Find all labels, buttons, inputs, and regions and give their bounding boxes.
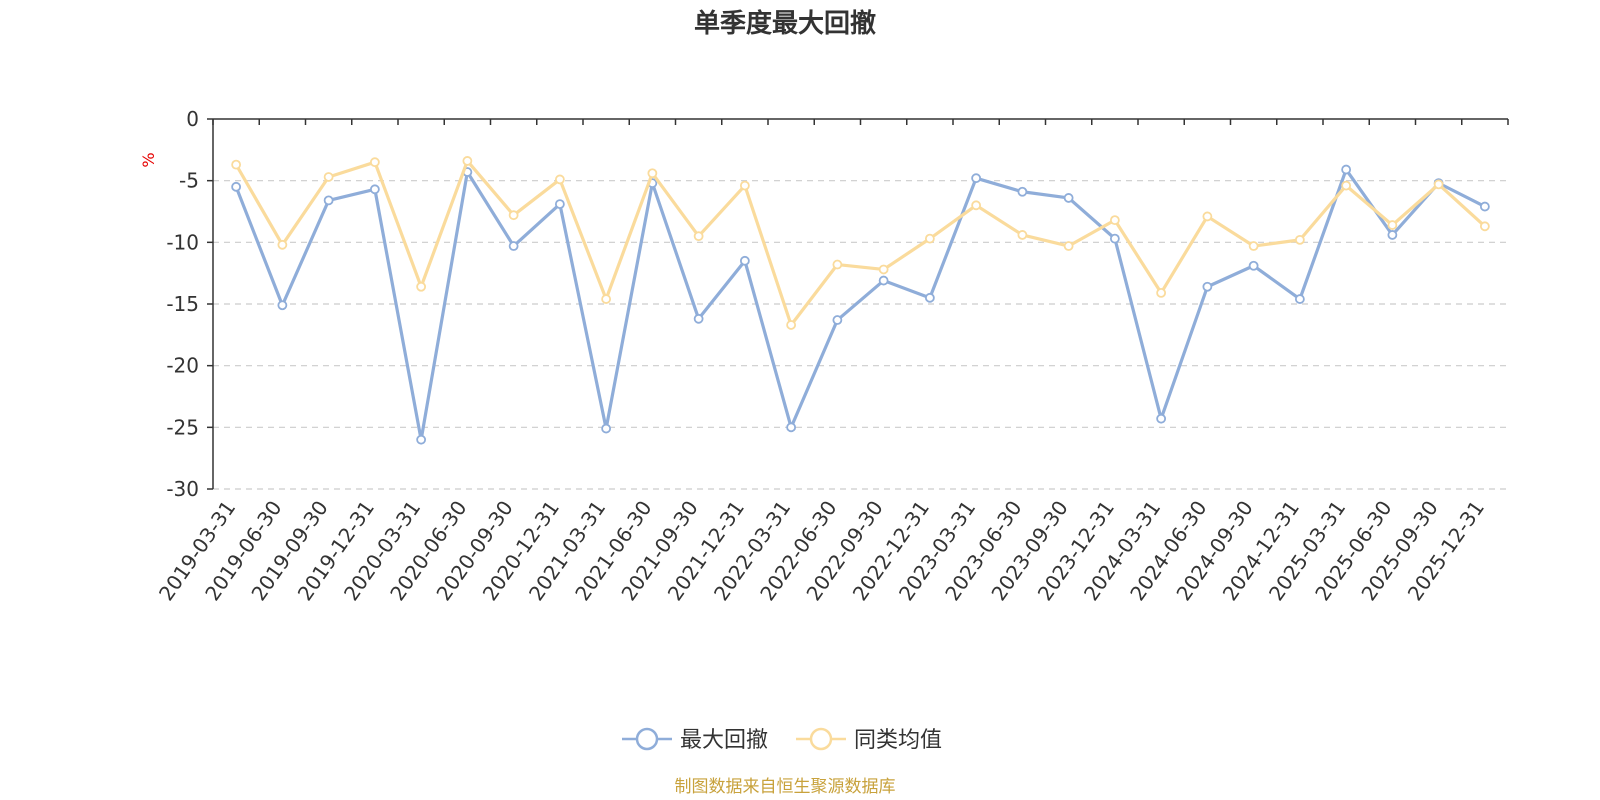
- y-tick-label: -25: [166, 415, 199, 439]
- y-tick-label: -15: [166, 292, 199, 316]
- data-point[interactable]: [647, 168, 658, 179]
- data-point[interactable]: [231, 181, 242, 192]
- y-tick-label: -10: [166, 230, 199, 254]
- grid-lines: [213, 180, 1508, 490]
- data-point[interactable]: [369, 184, 380, 195]
- data-point[interactable]: [1387, 220, 1398, 230]
- data-point[interactable]: [971, 173, 982, 184]
- chart-title: 单季度最大回撤: [694, 8, 876, 39]
- data-point[interactable]: [554, 174, 565, 185]
- data-point[interactable]: [1063, 241, 1074, 251]
- data-point[interactable]: [231, 159, 242, 170]
- data-point[interactable]: [508, 241, 519, 251]
- data-point[interactable]: [1109, 233, 1120, 244]
- data-point[interactable]: [601, 423, 612, 434]
- data-point[interactable]: [1156, 413, 1167, 424]
- y-axis-label: %: [139, 152, 158, 167]
- data-source-note: 制图数据来自恒生聚源数据库: [675, 777, 896, 797]
- data-point[interactable]: [277, 300, 288, 311]
- legend-label: 同类均值: [854, 728, 942, 753]
- data-point[interactable]: [1017, 230, 1028, 240]
- data-point[interactable]: [416, 434, 427, 445]
- data-point[interactable]: [1156, 287, 1167, 298]
- data-point[interactable]: [601, 294, 612, 304]
- data-point[interactable]: [739, 255, 750, 266]
- data-point[interactable]: [1202, 211, 1213, 222]
- data-point[interactable]: [1248, 260, 1259, 271]
- data-point[interactable]: [416, 281, 427, 292]
- data-point[interactable]: [369, 157, 380, 168]
- data-point[interactable]: [878, 275, 889, 286]
- data-point[interactable]: [832, 259, 843, 270]
- data-point[interactable]: [462, 156, 473, 166]
- data-point[interactable]: [924, 292, 935, 303]
- series-1: [231, 156, 1490, 330]
- y-tick-label: -30: [166, 477, 199, 501]
- data-point[interactable]: [971, 200, 982, 211]
- data-point[interactable]: [1479, 201, 1490, 212]
- legend-marker-icon: [809, 727, 833, 751]
- data-point[interactable]: [1341, 164, 1352, 175]
- data-point[interactable]: [739, 180, 750, 191]
- data-point[interactable]: [554, 199, 565, 210]
- data-point[interactable]: [693, 231, 704, 242]
- y-tick-label: -20: [166, 354, 199, 378]
- data-point[interactable]: [1017, 186, 1028, 197]
- data-point[interactable]: [1202, 281, 1213, 292]
- data-point[interactable]: [786, 320, 797, 330]
- y-tick-label: 0: [186, 107, 199, 131]
- axes: 0-5-10-15-20-25-302019-03-312019-06-3020…: [154, 107, 1509, 605]
- data-point[interactable]: [1063, 193, 1074, 203]
- data-point[interactable]: [878, 264, 889, 275]
- y-tick-label: -5: [179, 169, 199, 193]
- data-point[interactable]: [323, 195, 334, 206]
- legend-marker-icon: [635, 727, 659, 751]
- series-line: [234, 167, 1486, 442]
- data-point[interactable]: [1294, 294, 1305, 304]
- data-point[interactable]: [924, 233, 935, 244]
- data-point[interactable]: [1248, 241, 1259, 251]
- series-group: [231, 156, 1490, 445]
- legend-label: 最大回撤: [680, 728, 768, 753]
- data-point[interactable]: [323, 172, 334, 182]
- data-point[interactable]: [277, 239, 288, 250]
- series-line: [234, 159, 1486, 327]
- legend-item[interactable]: 最大回撤: [622, 727, 768, 753]
- legend[interactable]: 最大回撤 同类均值: [622, 727, 942, 753]
- data-point[interactable]: [1294, 234, 1305, 245]
- data-point[interactable]: [508, 210, 519, 221]
- data-point[interactable]: [1479, 221, 1490, 232]
- data-point[interactable]: [693, 313, 704, 324]
- series-0: [231, 164, 1490, 445]
- data-point[interactable]: [1341, 180, 1352, 191]
- data-point[interactable]: [1433, 179, 1444, 190]
- data-point[interactable]: [786, 422, 797, 433]
- data-point[interactable]: [832, 315, 843, 325]
- data-point[interactable]: [1387, 230, 1398, 240]
- legend-item[interactable]: 同类均值: [796, 727, 942, 753]
- data-point[interactable]: [1109, 215, 1120, 226]
